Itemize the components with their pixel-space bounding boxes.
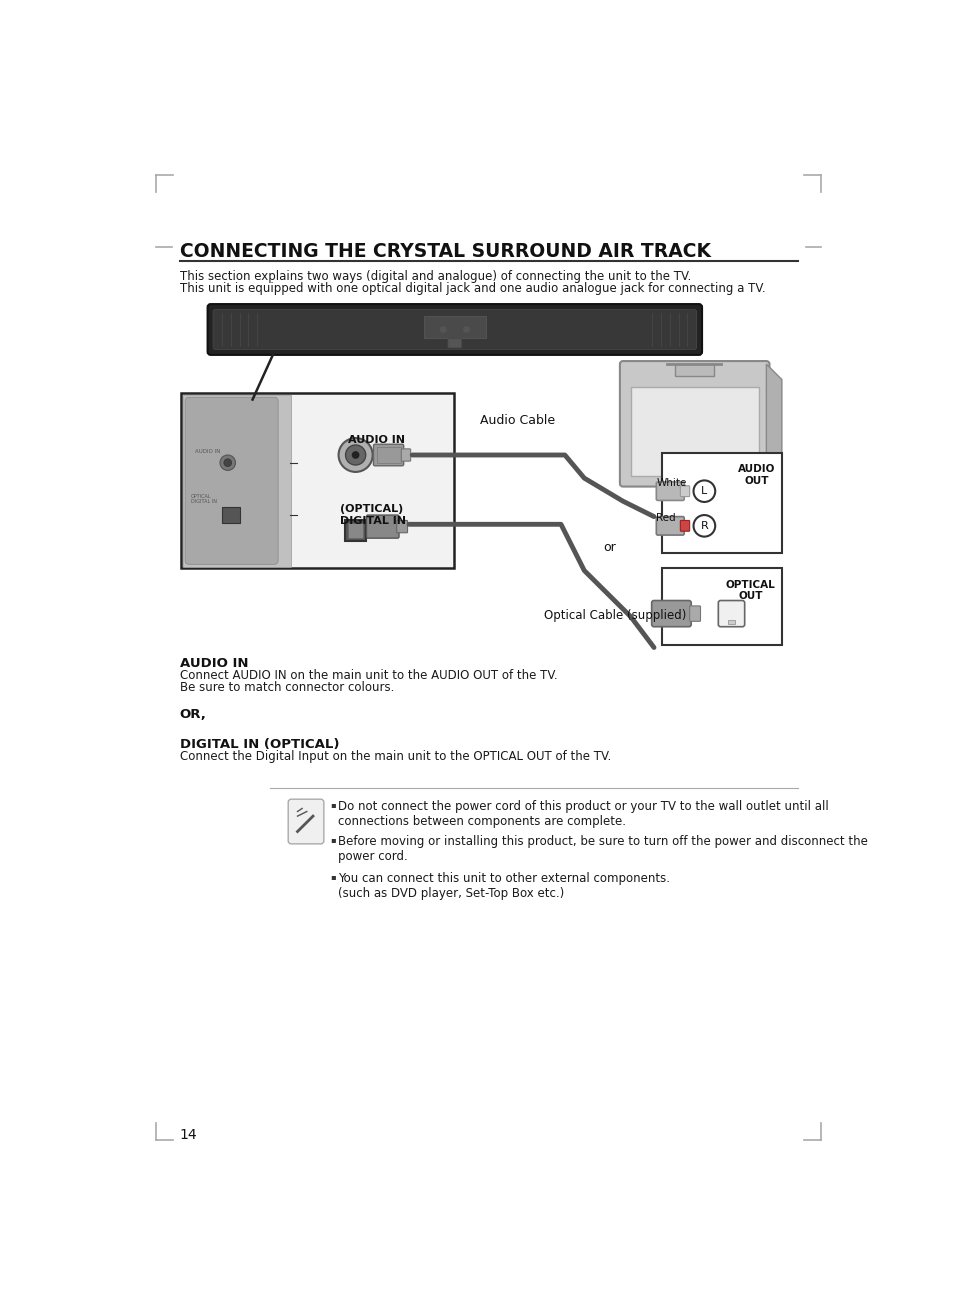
Text: Audio Cable: Audio Cable <box>479 414 554 427</box>
FancyBboxPatch shape <box>213 310 696 349</box>
FancyBboxPatch shape <box>447 339 461 348</box>
FancyBboxPatch shape <box>373 444 403 466</box>
Bar <box>348 523 363 538</box>
Text: Red: Red <box>656 513 676 522</box>
Circle shape <box>338 437 373 471</box>
Circle shape <box>440 327 445 332</box>
Text: (OPTICAL)
DIGITAL IN: (OPTICAL) DIGITAL IN <box>340 504 406 526</box>
Text: White: White <box>656 478 686 488</box>
FancyBboxPatch shape <box>619 361 769 487</box>
Text: This section explains two ways (digital and analogue) of connecting the unit to : This section explains two ways (digital … <box>179 271 690 284</box>
Circle shape <box>693 516 715 536</box>
Text: L: L <box>700 486 707 496</box>
Text: Before moving or installing this product, be sure to turn off the power and disc: Before moving or installing this product… <box>337 836 867 863</box>
Text: This unit is equipped with one optical digital jack and one audio analogue jack : This unit is equipped with one optical d… <box>179 281 764 294</box>
Text: AUDIO IN: AUDIO IN <box>179 656 248 669</box>
Text: AUDIO IN: AUDIO IN <box>348 435 404 445</box>
FancyBboxPatch shape <box>366 516 398 538</box>
Bar <box>630 387 758 475</box>
FancyBboxPatch shape <box>208 305 701 355</box>
Circle shape <box>693 480 715 503</box>
Circle shape <box>345 445 365 465</box>
FancyBboxPatch shape <box>656 517 683 535</box>
Text: OPTICAL
DIGITAL IN: OPTICAL DIGITAL IN <box>191 493 216 504</box>
Text: OPTICAL
OUT: OPTICAL OUT <box>725 579 775 602</box>
Bar <box>181 393 454 568</box>
Circle shape <box>463 327 469 332</box>
FancyBboxPatch shape <box>396 521 407 533</box>
Text: or: or <box>602 542 615 555</box>
Bar <box>661 568 781 646</box>
Bar <box>221 508 240 523</box>
Text: Be sure to match connector colours.: Be sure to match connector colours. <box>179 681 394 694</box>
Text: Do not connect the power cord of this product or your TV to the wall outlet unti: Do not connect the power cord of this pr… <box>337 799 828 828</box>
Bar <box>423 316 485 339</box>
Text: Connect the Digital Input on the main unit to the OPTICAL OUT of the TV.: Connect the Digital Input on the main un… <box>179 750 610 763</box>
FancyBboxPatch shape <box>718 600 744 626</box>
Text: AUDIO IN: AUDIO IN <box>195 449 220 454</box>
Circle shape <box>224 458 232 466</box>
FancyBboxPatch shape <box>679 486 689 496</box>
Text: AUDIO
OUT: AUDIO OUT <box>738 465 775 486</box>
FancyBboxPatch shape <box>288 799 323 844</box>
Text: CONNECTING THE CRYSTAL SURROUND AIR TRACK: CONNECTING THE CRYSTAL SURROUND AIR TRAC… <box>179 242 710 262</box>
Bar <box>661 453 781 553</box>
Text: 14: 14 <box>179 1128 197 1142</box>
Bar <box>376 448 400 462</box>
Text: Optical Cable (supplied): Optical Cable (supplied) <box>543 609 685 622</box>
Bar <box>183 395 291 566</box>
Bar <box>344 519 366 542</box>
FancyBboxPatch shape <box>689 605 700 621</box>
Text: ▪: ▪ <box>330 871 335 880</box>
Text: ▪: ▪ <box>330 836 335 845</box>
Bar <box>727 620 735 625</box>
Circle shape <box>352 452 359 458</box>
Circle shape <box>220 454 235 470</box>
FancyBboxPatch shape <box>185 397 278 564</box>
Text: R: R <box>700 521 707 531</box>
Text: DIGITAL IN (OPTICAL): DIGITAL IN (OPTICAL) <box>179 738 339 750</box>
Bar <box>674 365 713 376</box>
Text: You can connect this unit to other external components.
(such as DVD player, Set: You can connect this unit to other exter… <box>337 871 669 900</box>
FancyBboxPatch shape <box>679 521 689 531</box>
FancyBboxPatch shape <box>656 482 683 500</box>
Text: OR,: OR, <box>179 707 207 720</box>
FancyBboxPatch shape <box>651 600 691 626</box>
FancyBboxPatch shape <box>401 449 410 461</box>
Text: Connect AUDIO IN on the main unit to the AUDIO OUT of the TV.: Connect AUDIO IN on the main unit to the… <box>179 669 557 682</box>
Text: ▪: ▪ <box>330 799 335 809</box>
Polygon shape <box>765 365 781 483</box>
